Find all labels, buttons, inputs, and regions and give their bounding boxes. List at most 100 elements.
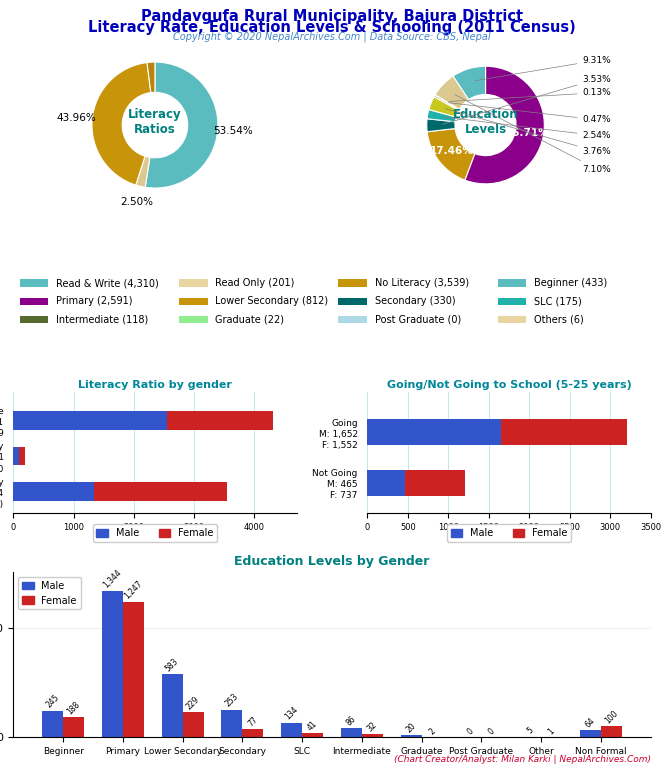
Bar [302,733,323,737]
Bar [179,298,208,305]
Text: Literacy
Ratios: Literacy Ratios [128,108,182,136]
Text: Education
Levels: Education Levels [453,108,519,136]
Bar [63,717,84,737]
Wedge shape [427,128,475,180]
Text: 3.53%: 3.53% [442,74,612,124]
Text: 0.47%: 0.47% [448,103,611,124]
Bar [367,469,405,496]
Bar [362,733,382,737]
Text: Lower Secondary (812): Lower Secondary (812) [215,296,329,306]
Text: Post Graduate (0): Post Graduate (0) [374,314,461,324]
Text: Intermediate (118): Intermediate (118) [56,314,148,324]
Text: 43.96%: 43.96% [56,113,96,123]
Bar [13,482,94,501]
Bar [167,411,273,429]
Bar [183,713,204,737]
Bar [222,710,242,737]
Bar [339,316,367,323]
Text: 0: 0 [466,727,476,737]
Text: 3.76%: 3.76% [446,108,612,156]
Bar [94,482,226,501]
Text: Pandavgufa Rural Municipality, Bajura District: Pandavgufa Rural Municipality, Bajura Di… [141,9,523,25]
Text: 9.31%: 9.31% [475,56,612,81]
Text: 1,247: 1,247 [123,579,144,601]
Bar [20,298,48,305]
Bar [123,601,144,737]
Bar [179,280,208,286]
Text: 7.10%: 7.10% [455,94,612,174]
Text: 2.50%: 2.50% [120,197,153,207]
Text: 1: 1 [546,727,556,737]
Bar [179,316,208,323]
Wedge shape [145,62,218,188]
Bar [20,316,48,323]
Bar [601,727,622,737]
Bar [242,729,264,737]
Text: 53.54%: 53.54% [214,126,254,136]
Text: Beginner (433): Beginner (433) [534,278,608,288]
Text: Others (6): Others (6) [534,314,584,324]
Text: Literacy Rate, Education Levels & Schooling (2011 Census): Literacy Rate, Education Levels & School… [88,20,576,35]
Text: Copyright © 2020 NepalArchives.Com | Data Source: CBS, Nepal: Copyright © 2020 NepalArchives.Com | Dat… [173,31,491,42]
Text: 583: 583 [164,657,181,673]
Text: 2: 2 [427,727,437,737]
Bar [498,316,527,323]
Text: 41: 41 [306,719,319,732]
Text: 188: 188 [65,700,82,716]
Title: Literacy Ratio by gender: Literacy Ratio by gender [78,379,232,389]
Text: Primary (2,591): Primary (2,591) [56,296,133,306]
Wedge shape [453,66,485,100]
Bar [341,728,362,737]
Text: 17.46%: 17.46% [430,146,474,156]
Text: 64: 64 [584,717,597,730]
Text: 55.71%: 55.71% [505,127,549,137]
Bar [367,419,501,445]
Text: 1,344: 1,344 [102,568,124,590]
Text: 32: 32 [366,720,379,733]
Bar [400,735,422,737]
Text: 86: 86 [345,714,358,727]
Text: Read & Write (4,310): Read & Write (4,310) [56,278,159,288]
Text: Read Only (201): Read Only (201) [215,278,295,288]
Wedge shape [427,119,455,132]
Bar [19,447,25,465]
Text: 245: 245 [44,694,61,710]
Text: (Chart Creator/Analyst: Milan Karki | NepalArchives.Com): (Chart Creator/Analyst: Milan Karki | Ne… [394,755,651,764]
Bar [498,280,527,286]
Text: Graduate (22): Graduate (22) [215,314,284,324]
Wedge shape [135,156,150,187]
Bar [282,723,302,737]
Bar [405,469,465,496]
Text: 229: 229 [185,695,201,711]
Wedge shape [435,76,469,109]
Bar [501,419,627,445]
Text: 100: 100 [603,709,620,726]
Text: 0.13%: 0.13% [449,88,612,101]
Wedge shape [465,66,544,184]
Bar [339,298,367,305]
Wedge shape [435,94,459,110]
Legend: Male, Female: Male, Female [92,525,217,542]
Text: No Literacy (3,539): No Literacy (3,539) [374,278,469,288]
Text: 2.54%: 2.54% [444,117,611,140]
Text: 20: 20 [404,721,418,734]
Bar [498,298,527,305]
Wedge shape [147,62,155,93]
Wedge shape [427,110,456,122]
Text: 253: 253 [224,692,240,709]
Text: SLC (175): SLC (175) [534,296,582,306]
Legend: Male, Female: Male, Female [447,525,572,542]
Text: 77: 77 [246,715,260,728]
Bar [339,280,367,286]
Wedge shape [434,95,459,111]
Text: 5: 5 [526,726,536,736]
Wedge shape [92,62,151,185]
Wedge shape [429,97,459,117]
Legend: Male, Female: Male, Female [18,577,81,610]
Text: 134: 134 [284,705,300,722]
Bar [13,411,167,429]
Bar [13,447,19,465]
Title: Going/Not Going to School (5-25 years): Going/Not Going to School (5-25 years) [386,379,631,389]
Bar [20,280,48,286]
Bar [162,674,183,737]
